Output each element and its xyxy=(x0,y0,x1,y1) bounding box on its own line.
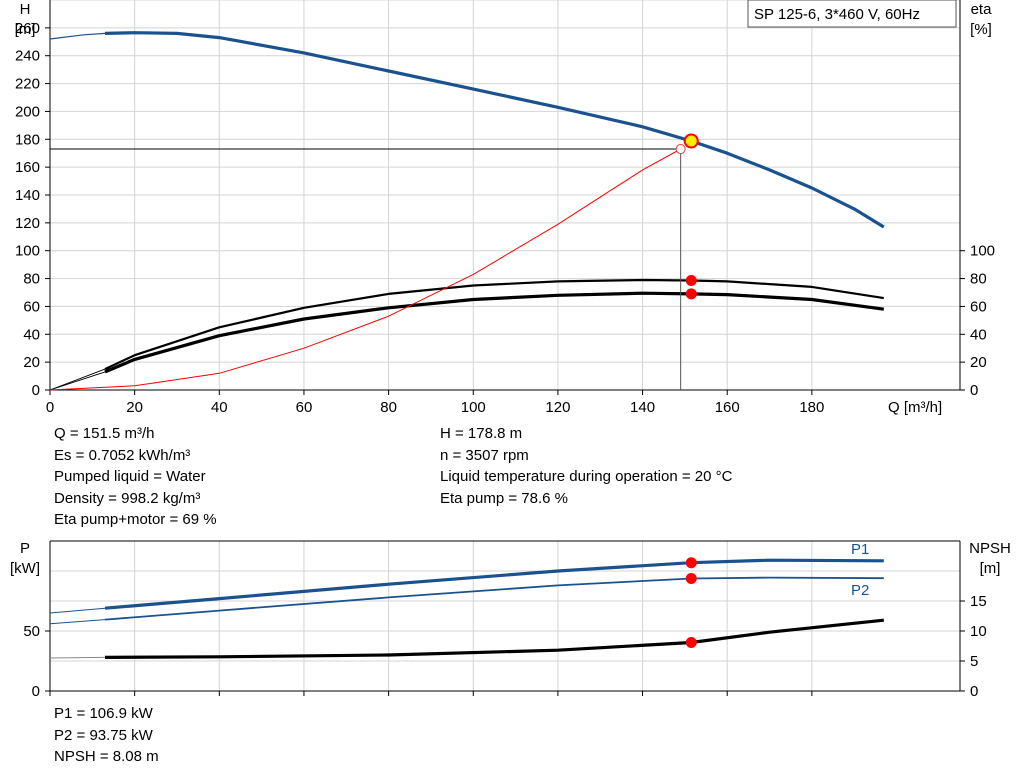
readouts-right: H = 178.8 m n = 3507 rpm Liquid temperat… xyxy=(440,423,732,509)
eta-pump-motor-readout: Eta pump+motor = 69 % xyxy=(54,511,217,528)
y-tick-label: 180 xyxy=(15,131,40,148)
p1-curve xyxy=(104,558,884,610)
system-curve xyxy=(49,148,681,391)
npsh-readout: NPSH = 8.08 m xyxy=(54,748,159,765)
p2-marker xyxy=(685,573,697,584)
p2-curve-extrapolated xyxy=(49,619,106,625)
eta-pump-readout: Eta pump = 78.6 % xyxy=(440,489,568,507)
head-curve xyxy=(104,31,885,229)
y-tick-label: 240 xyxy=(15,48,40,65)
density-readout: Density = 998.2 kg/m³ xyxy=(54,489,201,507)
x-tick-label: 160 xyxy=(715,399,740,416)
npsh-tick-label: 0 xyxy=(970,683,978,700)
head-readout: H = 178.8 m xyxy=(440,425,523,442)
y2-tick-label: 80 xyxy=(970,271,987,288)
y-tick-label: 220 xyxy=(15,76,40,93)
p1-readout: P1 = 106.9 kW xyxy=(54,705,153,722)
specific-energy-readout: Es = 0.7052 kWh/m³ xyxy=(54,446,191,464)
y2-tick-label: 40 xyxy=(970,326,987,343)
y2-tick-label: 100 xyxy=(970,243,995,260)
chart-title: SP 125-6, 3*460 V, 60Hz xyxy=(754,6,920,23)
y-tick-label: 80 xyxy=(23,271,40,288)
y-tick-label: 200 xyxy=(15,103,40,120)
readouts-power: P1 = 106.9 kW P2 = 93.75 kW NPSH = 8.08 … xyxy=(54,703,159,768)
p-axis-label: [kW] xyxy=(10,560,40,577)
npsh-axis-label: NPSH xyxy=(969,540,1011,557)
x-tick-label: 80 xyxy=(380,399,397,416)
y-tick-label: 140 xyxy=(15,187,40,204)
pumped-liquid-readout: Pumped liquid = Water xyxy=(54,468,206,485)
y2-axis-label: eta xyxy=(971,1,993,18)
operating-point-marker xyxy=(683,133,699,149)
p2-readout: P2 = 93.75 kW xyxy=(54,726,153,744)
series-label-p2: P2 xyxy=(851,582,869,599)
eta-pump-motor-curve-extrapolated xyxy=(49,371,106,391)
npsh-marker xyxy=(685,637,697,649)
y-tick-label: 40 xyxy=(23,326,40,343)
y-axis-label: [m] xyxy=(15,21,36,38)
npsh-axis-label: [m] xyxy=(980,560,1001,577)
x-tick-label: 0 xyxy=(46,399,54,416)
p-tick-label: 50 xyxy=(23,623,40,640)
npsh-curve-extrapolated xyxy=(49,656,106,659)
series-label-p1: P1 xyxy=(851,541,869,558)
p1-curve-extrapolated xyxy=(49,607,106,614)
x-tick-label: 40 xyxy=(211,399,228,416)
flow-readout: Q = 151.5 m³/h xyxy=(54,425,155,442)
p1-marker xyxy=(685,557,697,569)
eta-pump-curve xyxy=(104,278,884,371)
y-tick-label: 60 xyxy=(23,298,40,315)
readouts-left: Q = 151.5 m³/h Es = 0.7052 kWh/m³ Pumped… xyxy=(54,423,217,531)
y2-tick-label: 60 xyxy=(970,298,987,315)
title-box xyxy=(747,0,957,28)
y-axis-label: H xyxy=(20,1,31,18)
y2-tick-label: 0 xyxy=(970,382,978,399)
eta-pump-motor-curve xyxy=(104,291,885,374)
y-tick-label: 20 xyxy=(23,354,40,371)
npsh-tick-label: 5 xyxy=(970,653,978,670)
x-tick-label: 140 xyxy=(630,399,655,416)
x-tick-label: 60 xyxy=(296,399,313,416)
p-axis-label: P xyxy=(20,540,30,557)
y-tick-label: 260 xyxy=(15,20,40,37)
npsh-curve xyxy=(104,618,884,659)
head-curve-extrapolated xyxy=(49,32,106,40)
x-tick-label: 100 xyxy=(461,399,486,416)
npsh-tick-label: 15 xyxy=(970,593,987,610)
y2-axis-label: [%] xyxy=(970,21,992,38)
eta-marker xyxy=(685,275,697,287)
npsh-tick-label: 10 xyxy=(970,623,987,640)
y-tick-label: 0 xyxy=(32,382,40,399)
x-tick-label: 120 xyxy=(545,399,570,416)
temperature-readout: Liquid temperature during operation = 20… xyxy=(440,468,733,485)
y2-tick-label: 20 xyxy=(970,354,987,371)
p-tick-label: 0 xyxy=(32,683,40,700)
eta-marker xyxy=(685,288,697,300)
y-tick-label: 120 xyxy=(15,215,40,232)
x-axis-label: Q [m³/h] xyxy=(888,399,942,416)
p2-curve xyxy=(104,576,884,621)
duty-point-marker xyxy=(675,144,686,155)
x-tick-label: 180 xyxy=(799,399,824,416)
y-tick-label: 100 xyxy=(15,243,40,260)
y-tick-label: 160 xyxy=(15,159,40,176)
x-tick-label: 20 xyxy=(126,399,143,416)
speed-readout: n = 3507 rpm xyxy=(440,446,529,464)
